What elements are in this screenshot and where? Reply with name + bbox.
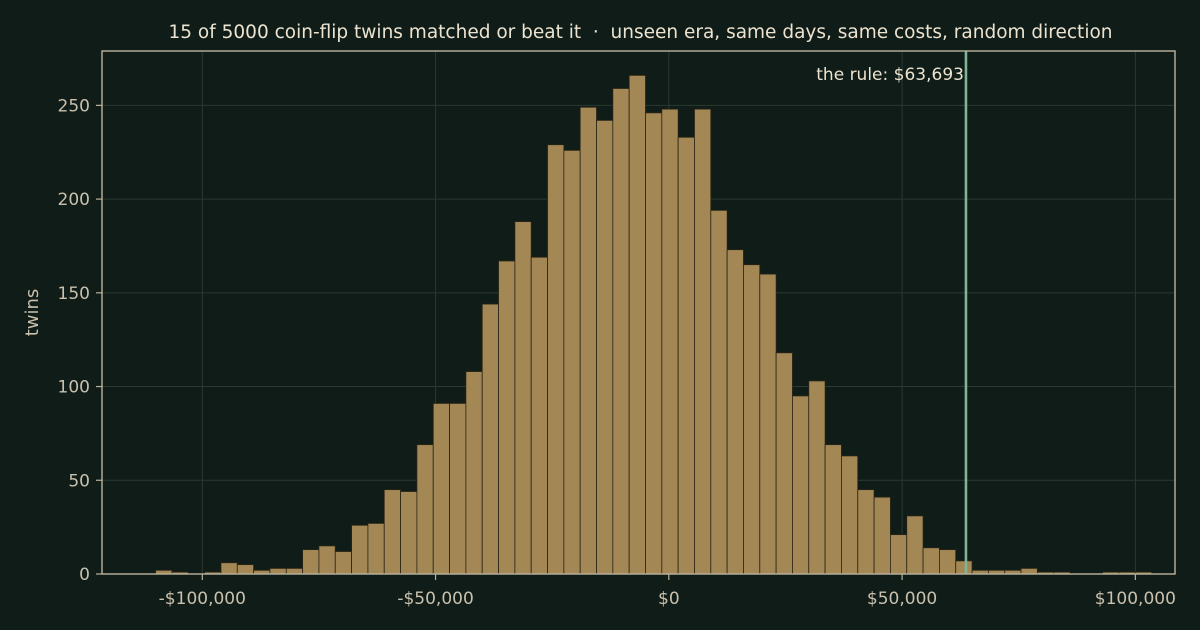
histogram-bar — [383, 489, 401, 575]
histogram-bar — [726, 249, 744, 575]
histogram-bar — [873, 496, 891, 575]
histogram-bar — [939, 549, 957, 575]
y-axis-ticks: 0 50 100 150 200 250 — [58, 96, 102, 585]
histogram-bar — [743, 264, 761, 575]
histogram-bar — [530, 256, 548, 575]
histogram-bar — [514, 221, 532, 575]
histogram-bar — [628, 74, 646, 575]
histogram-bar — [792, 395, 810, 575]
histogram-bar — [269, 567, 287, 575]
histogram-bar — [579, 106, 597, 575]
histogram-bar — [808, 380, 826, 575]
y-tick-label: 50 — [68, 471, 90, 491]
histogram-bar — [824, 444, 842, 575]
x-tick-label: $100,000 — [1095, 589, 1176, 609]
histogram-bar — [694, 108, 712, 575]
plot-frame — [101, 50, 1176, 575]
y-tick-label: 100 — [58, 378, 90, 398]
histogram-bar — [302, 549, 320, 575]
histogram-bar — [220, 562, 238, 575]
y-axis-label: twins — [22, 289, 43, 337]
histogram-bar — [481, 303, 499, 575]
histogram-bar — [236, 564, 255, 575]
y-tick-label: 0 — [79, 565, 90, 585]
histogram-bar — [645, 112, 663, 575]
histogram-bar — [922, 547, 940, 575]
histogram-bar — [318, 545, 336, 575]
x-tick-label: -$100,000 — [159, 589, 246, 609]
histogram-bar — [612, 88, 630, 575]
histogram-bar — [563, 149, 581, 575]
y-tick-label: 150 — [58, 284, 90, 304]
histogram-bar — [285, 567, 304, 575]
x-axis-ticks: -$100,000 -$50,000 $0 $50,000 $100,000 — [159, 574, 1176, 609]
histogram-bar — [661, 108, 679, 575]
histogram-bar — [351, 524, 369, 575]
histogram-bar — [890, 534, 908, 575]
histogram-bar — [416, 444, 434, 575]
x-tick-label: $0 — [658, 589, 680, 609]
histogram-bar — [775, 352, 793, 575]
x-tick-label: -$50,000 — [397, 589, 473, 609]
histogram-bar — [677, 136, 695, 575]
histogram-bar — [498, 260, 516, 575]
histogram-bar — [465, 371, 483, 575]
histogram-bar — [710, 209, 728, 575]
histogram-bar — [400, 491, 418, 575]
histogram-bar — [955, 560, 973, 575]
histogram-bar — [906, 515, 924, 575]
histogram-bar — [1020, 567, 1038, 575]
y-tick-label: 250 — [58, 96, 90, 116]
histogram-bar — [596, 119, 614, 575]
y-tick-label: 200 — [58, 190, 90, 210]
histogram-bar — [449, 403, 467, 575]
histogram-bar — [857, 489, 875, 575]
x-tick-label: $50,000 — [867, 589, 937, 609]
histogram-bar — [841, 455, 859, 575]
histogram-bar — [432, 403, 450, 575]
histogram-bar — [759, 273, 777, 575]
histogram-bar — [547, 144, 565, 575]
histogram-bar — [367, 522, 385, 575]
marker-layer: the rule: $63,693 — [816, 51, 968, 574]
rule-marker-label: the rule: $63,693 — [816, 65, 964, 85]
chart-title: 15 of 5000 coin-flip twins matched or be… — [169, 22, 1113, 43]
histogram-bar — [334, 551, 352, 575]
